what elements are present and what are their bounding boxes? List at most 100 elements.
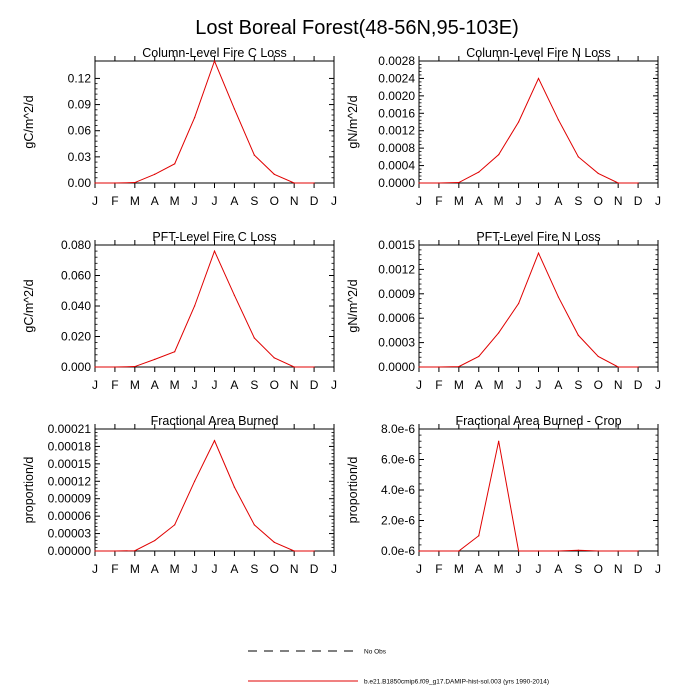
data-point [418, 182, 420, 184]
x-tick-label: J [92, 562, 98, 576]
data-point [537, 77, 540, 80]
data-point [154, 358, 156, 360]
data-point [154, 173, 156, 175]
x-tick-label: M [454, 378, 464, 392]
x-tick-label: J [192, 378, 198, 392]
panel-1: Column-Level Fire C Loss gC/m^2/d 0.00 0.03… [22, 46, 337, 208]
data-point [478, 355, 480, 358]
x-tick-label: N [614, 194, 623, 208]
x-tick-label: J [416, 378, 422, 392]
x-tick-label: D [634, 194, 643, 208]
data-point [597, 550, 599, 552]
x-tick-label: O [594, 194, 603, 208]
plot-frame [94, 60, 335, 184]
y-tick-label: 0.040 [61, 299, 91, 313]
panel-title: Column-Level Fire N Loss [466, 46, 611, 60]
y-tick-label: 0.0000 [378, 176, 415, 190]
data-point [134, 181, 136, 184]
y-tick-label: 0.00009 [48, 492, 92, 506]
data-point [154, 539, 156, 542]
data-point [458, 550, 460, 552]
x-tick-label: O [594, 562, 603, 576]
x-tick-label: A [475, 194, 483, 208]
y-tick-label: 0.0016 [378, 106, 415, 120]
data-point [233, 294, 236, 296]
data-point [213, 250, 216, 252]
x-tick-label: J [655, 562, 661, 576]
x-tick-label: S [574, 562, 582, 576]
panel-title: Fractional Area Burned [151, 414, 279, 428]
y-tick-label: 0.00 [68, 176, 92, 190]
y-tick-label: 0.0028 [378, 54, 415, 68]
y-tick-label: 0.09 [68, 98, 92, 112]
y-tick-label: 0.00006 [48, 509, 92, 523]
series-line [95, 439, 315, 552]
y-tick-label: 6.0e-6 [381, 453, 415, 467]
x-tick-label: A [230, 378, 238, 392]
data-point [438, 182, 440, 184]
y-tick-label: 0.12 [68, 71, 92, 85]
x-tick-label: D [310, 194, 319, 208]
data-point [597, 355, 599, 358]
y-tick-label: 0.00012 [48, 474, 92, 488]
x-tick-label: F [111, 194, 118, 208]
y-tick-label: 0.03 [68, 150, 92, 164]
x-tick-label: M [454, 194, 464, 208]
data-point [293, 366, 295, 368]
data-point [313, 182, 315, 184]
data-point [557, 119, 560, 121]
x-tick-label: J [331, 194, 337, 208]
data-point [458, 365, 460, 368]
x-tick-label: N [290, 194, 299, 208]
x-tick-label: J [416, 562, 422, 576]
x-tick-label: S [250, 378, 258, 392]
plot-frame [418, 244, 659, 368]
y-tick-label: 0.0006 [378, 311, 415, 325]
legend: No Obs b.e21.B1850cmip6.f09_g17.DAMIP-his… [248, 649, 549, 686]
data-point [537, 550, 540, 552]
y-tick-label: 0.00003 [48, 527, 92, 541]
data-point [577, 334, 579, 336]
y-tick-label: 0.0024 [378, 71, 415, 85]
x-tick-label: F [435, 194, 442, 208]
data-point [537, 252, 540, 254]
x-tick-label: N [614, 562, 623, 576]
data-point [438, 366, 440, 368]
y-tick-label: 0.0020 [378, 89, 415, 103]
y-tick-label: 0.0009 [378, 287, 415, 301]
data-point [313, 550, 315, 552]
data-point [458, 181, 460, 184]
y-axis-label: gN/m^2/d [346, 95, 360, 148]
data-point [418, 550, 420, 552]
y-tick-label: 0.00018 [48, 439, 92, 453]
x-tick-label: M [130, 194, 140, 208]
data-point [498, 440, 500, 442]
y-tick-label: 0.0012 [378, 124, 415, 138]
x-tick-label: M [494, 194, 504, 208]
panel-5: Fractional Area Burned proportion/d 0.0000… [22, 414, 337, 576]
data-point [597, 172, 599, 175]
data-point [577, 156, 579, 158]
y-axis-label: gC/m^2/d [22, 95, 36, 148]
x-tick-label: M [130, 378, 140, 392]
data-point [193, 117, 196, 119]
x-tick-label: O [270, 378, 279, 392]
x-tick-label: O [270, 562, 279, 576]
x-tick-label: J [516, 378, 522, 392]
x-tick-label: D [634, 378, 643, 392]
y-tick-label: 0.0008 [378, 141, 415, 155]
data-point [174, 351, 176, 353]
x-tick-label: F [435, 378, 442, 392]
x-tick-label: A [554, 378, 562, 392]
x-tick-label: M [170, 194, 180, 208]
x-tick-label: J [331, 562, 337, 576]
x-tick-label: S [574, 194, 582, 208]
x-tick-label: A [554, 194, 562, 208]
y-axis-label: gN/m^2/d [346, 279, 360, 332]
y-tick-label: 0.080 [61, 238, 91, 252]
data-point [253, 524, 255, 526]
data-point [517, 121, 520, 123]
data-point [233, 486, 236, 488]
x-tick-label: M [130, 562, 140, 576]
panel-title: PFT-Level Fire N Loss [476, 230, 600, 244]
